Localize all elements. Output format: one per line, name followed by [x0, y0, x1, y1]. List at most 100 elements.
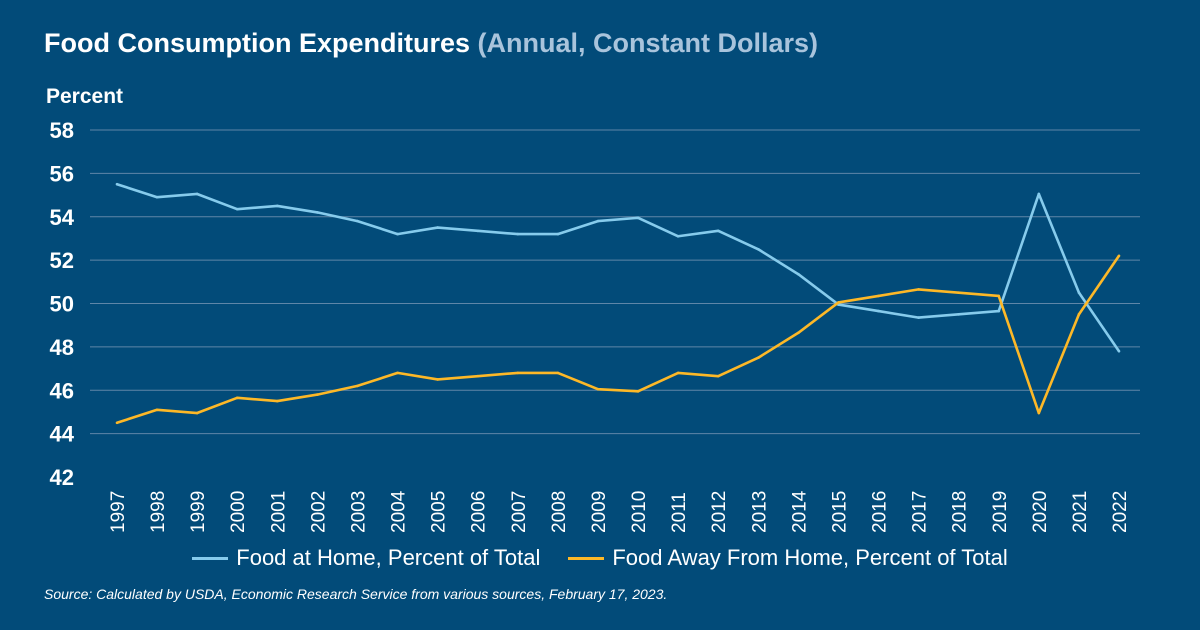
data-point-home — [396, 232, 399, 236]
x-tick-label: 2005 — [429, 491, 450, 533]
data-point-home — [195, 192, 199, 196]
y-tick-label: 48 — [50, 335, 74, 360]
y-tick-label: 56 — [50, 161, 74, 186]
data-point-away — [676, 371, 680, 375]
x-tick-label: 1997 — [108, 491, 129, 533]
data-point-away — [636, 390, 640, 393]
x-tick-label: 2002 — [308, 491, 329, 533]
x-tick-label: 2011 — [669, 492, 690, 533]
data-point-away — [716, 374, 720, 378]
data-point-away — [1077, 313, 1081, 316]
data-point-away — [316, 393, 319, 396]
data-point-home — [1077, 291, 1081, 294]
data-point-home — [1037, 192, 1041, 196]
x-tick-label: 2013 — [749, 491, 770, 533]
data-point-home — [596, 219, 600, 223]
series-line-home — [116, 182, 1121, 352]
data-point-away — [195, 411, 199, 415]
data-point-home — [516, 232, 520, 236]
legend-swatch-away — [568, 556, 605, 560]
x-tick-label: 2012 — [709, 491, 730, 533]
x-tick-label: 2010 — [629, 491, 650, 533]
x-tick-label: 2017 — [910, 491, 931, 533]
data-point-away — [115, 421, 119, 425]
legend-label-away: Food Away From Home, Percent of Total — [612, 545, 1008, 570]
x-tick-label: 2008 — [549, 491, 570, 533]
data-point-away — [396, 371, 399, 375]
data-point-away — [596, 387, 600, 391]
data-point-home — [436, 226, 439, 229]
y-tick-label: 46 — [50, 378, 74, 403]
y-axis-label: Percent — [46, 85, 124, 108]
x-tick-label: 2019 — [990, 491, 1011, 533]
y-tick-label: 52 — [50, 248, 74, 273]
data-point-home — [235, 207, 239, 211]
data-point-away — [837, 301, 840, 304]
data-point-home — [636, 216, 640, 220]
x-tick-label: 2000 — [228, 491, 249, 533]
x-tick-label: 2003 — [348, 491, 369, 533]
data-point-home — [356, 219, 359, 223]
x-tick-label: 2022 — [1110, 491, 1131, 533]
y-tick-label: 58 — [50, 118, 74, 143]
y-tick-label: 54 — [50, 205, 75, 230]
data-point-away — [276, 399, 279, 403]
data-point-away — [356, 384, 359, 388]
data-point-away — [476, 374, 480, 378]
data-point-home — [756, 247, 760, 251]
data-point-home — [877, 309, 880, 313]
data-point-home — [797, 272, 800, 276]
x-tick-label: 2004 — [389, 490, 410, 533]
x-tick-label: 2006 — [469, 491, 490, 533]
source-note: Source: Calculated by USDA, Economic Res… — [44, 586, 668, 602]
data-point-away — [1037, 411, 1041, 415]
data-point-home — [1117, 349, 1121, 353]
data-point-home — [917, 316, 920, 319]
x-tick-label: 2015 — [829, 491, 850, 533]
title-subtitle: (Annual, Constant Dollars) — [477, 28, 819, 58]
x-tick-label: 2020 — [1030, 491, 1051, 533]
data-point-home — [997, 309, 1001, 313]
data-point-away — [797, 331, 800, 335]
data-point-home — [115, 182, 119, 186]
data-point-away — [556, 371, 560, 375]
series-line-away — [116, 255, 1121, 425]
data-point-home — [716, 229, 720, 233]
x-tick-label: 2001 — [268, 491, 289, 533]
y-tick-label: 42 — [50, 465, 74, 490]
x-tick-label: 2018 — [950, 491, 971, 533]
legend-label-home: Food at Home, Percent of Total — [236, 545, 541, 570]
x-tick-label: 2016 — [870, 491, 891, 533]
data-point-away — [756, 356, 760, 360]
x-tick-label: 2009 — [589, 491, 610, 533]
data-point-home — [155, 195, 159, 199]
data-point-home — [957, 313, 960, 316]
title-main: Food Consumption Expenditures — [44, 28, 470, 58]
data-point-home — [276, 204, 279, 208]
x-tick-label: 2007 — [509, 491, 530, 533]
data-point-home — [676, 234, 680, 238]
data-point-away — [1117, 254, 1121, 258]
data-point-away — [155, 408, 159, 412]
data-point-home — [316, 211, 319, 214]
chart-title: Food Consumption Expenditures (Annual, C… — [44, 28, 818, 59]
x-tick-label: 2021 — [1070, 491, 1091, 533]
x-tick-label: 1999 — [188, 491, 209, 533]
legend-item-away: Food Away From Home, Percent of Total — [568, 545, 1008, 571]
legend: Food at Home, Percent of Total Food Away… — [0, 545, 1200, 571]
data-point-away — [917, 288, 920, 291]
y-tick-label: 44 — [50, 422, 75, 447]
x-tick-label: 2014 — [789, 490, 810, 533]
data-point-away — [516, 371, 520, 375]
y-tick-label: 50 — [50, 292, 74, 317]
data-point-home — [556, 232, 560, 236]
legend-item-home: Food at Home, Percent of Total — [192, 545, 540, 571]
data-point-away — [235, 396, 239, 400]
data-point-away — [877, 294, 880, 298]
x-tick-label: 1998 — [148, 491, 169, 533]
data-point-away — [957, 291, 960, 294]
data-point-home — [476, 229, 480, 233]
data-point-away — [997, 294, 1001, 298]
data-point-away — [436, 378, 439, 381]
